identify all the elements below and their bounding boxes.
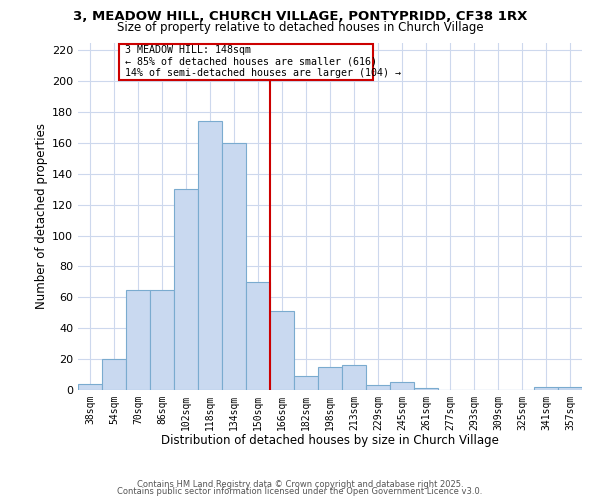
Bar (126, 290, 150, 390)
Bar (318, 367, 342, 390)
Bar (558, 387, 582, 390)
X-axis label: Distribution of detached houses by size in Church Village: Distribution of detached houses by size … (161, 434, 499, 448)
Bar (414, 388, 438, 390)
Text: 3, MEADOW HILL, CHURCH VILLAGE, PONTYPRIDD, CF38 1RX: 3, MEADOW HILL, CHURCH VILLAGE, PONTYPRI… (73, 10, 527, 23)
Text: Contains HM Land Registry data © Crown copyright and database right 2025.: Contains HM Land Registry data © Crown c… (137, 480, 463, 489)
Bar (534, 387, 558, 390)
Bar (102, 359, 126, 390)
Bar (246, 282, 270, 390)
Bar (342, 366, 366, 390)
Bar (150, 290, 174, 390)
Text: Contains public sector information licensed under the Open Government Licence v3: Contains public sector information licen… (118, 487, 482, 496)
Bar (198, 122, 222, 390)
Bar (78, 384, 102, 390)
Y-axis label: Number of detached properties: Number of detached properties (35, 123, 48, 309)
Bar (390, 382, 414, 390)
FancyBboxPatch shape (119, 44, 373, 80)
Text: Size of property relative to detached houses in Church Village: Size of property relative to detached ho… (116, 21, 484, 34)
Bar (366, 386, 390, 390)
Text: 3 MEADOW HILL: 148sqm
← 85% of detached houses are smaller (616)
14% of semi-det: 3 MEADOW HILL: 148sqm ← 85% of detached … (125, 45, 401, 78)
Bar (222, 143, 246, 390)
Bar (294, 376, 318, 390)
Bar (270, 311, 294, 390)
Bar (174, 189, 198, 390)
